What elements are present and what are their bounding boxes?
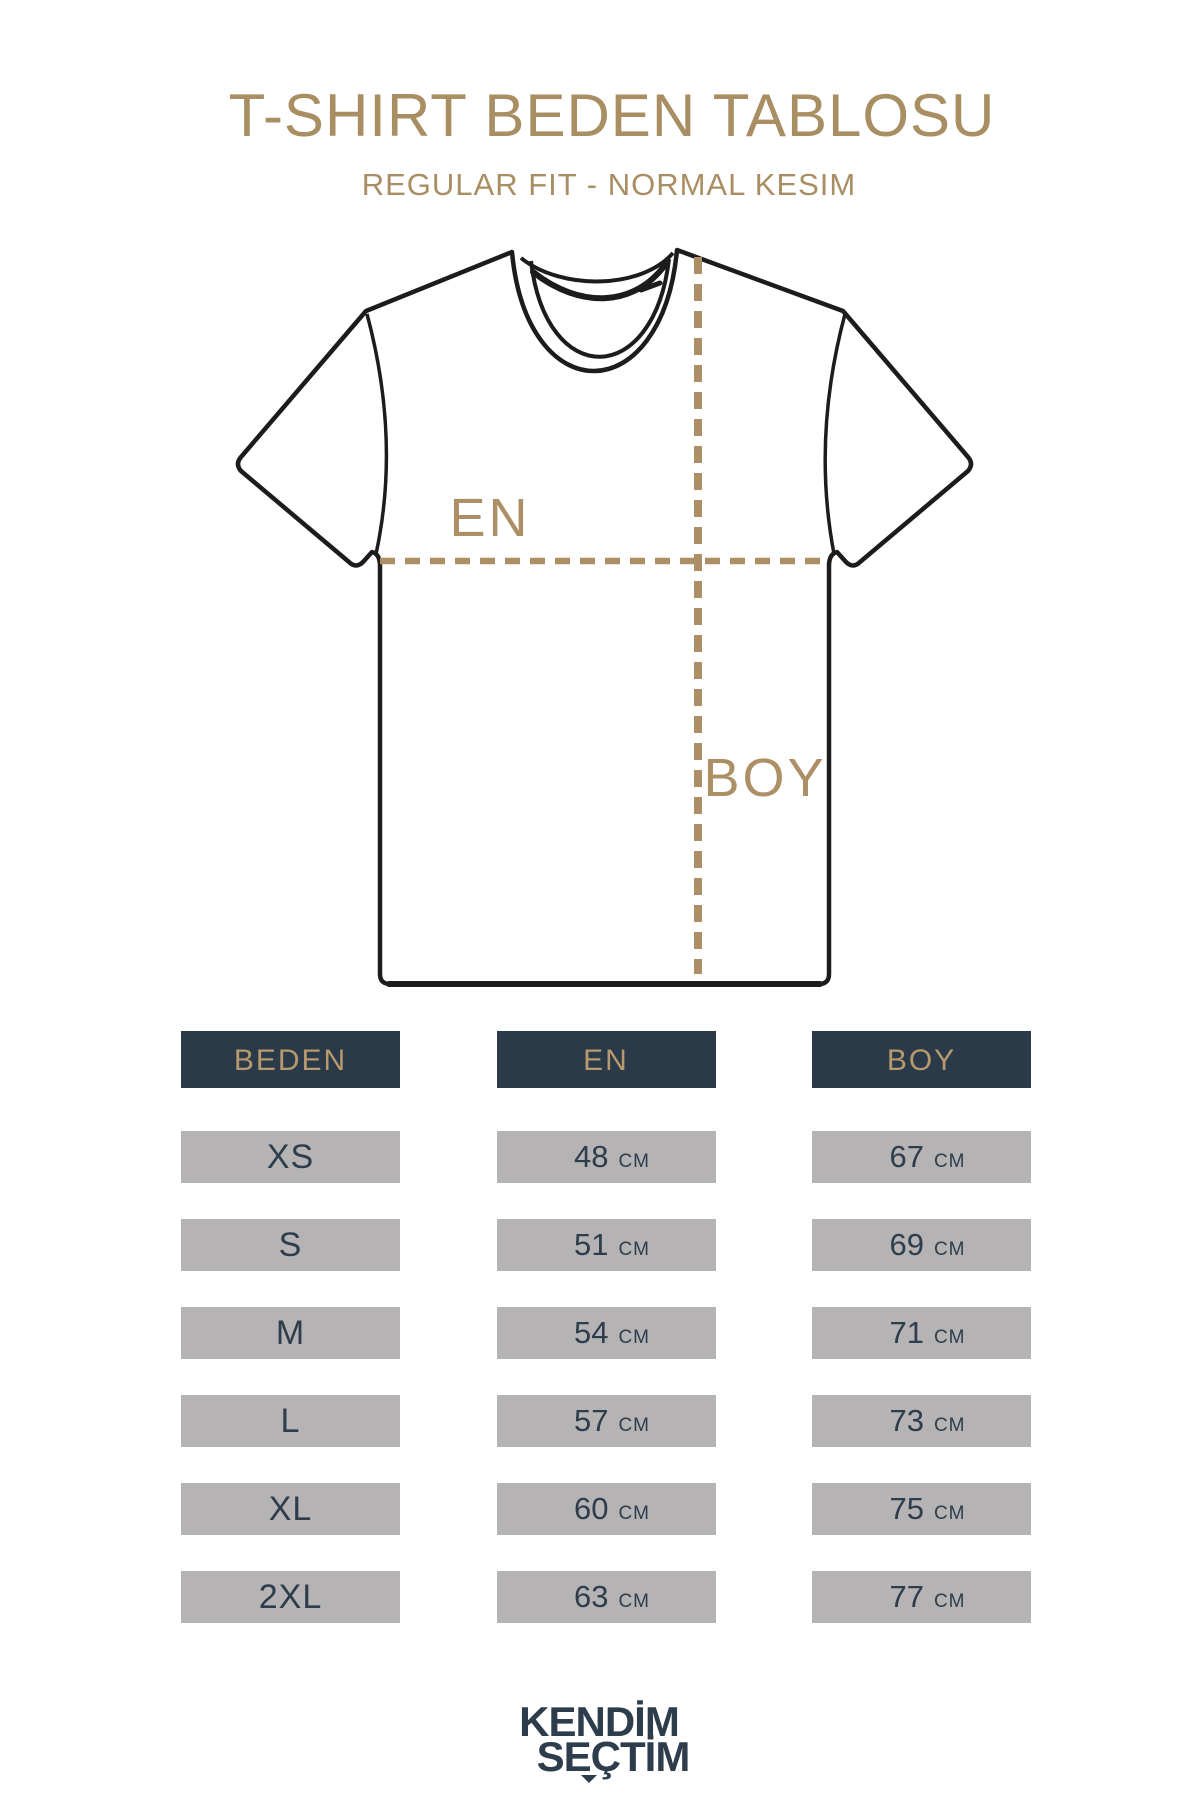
en-value: 54	[573, 1315, 609, 1350]
unit-label: CM	[618, 1151, 651, 1172]
unit-label: CM	[933, 1151, 966, 1172]
unit-label: CM	[933, 1327, 966, 1348]
table-row: S 51 CM 69 CM	[181, 1219, 1031, 1271]
unit-label: CM	[618, 1591, 651, 1612]
brand-line2: SEÇTİM	[536, 1733, 691, 1780]
width-measure-label: EN	[449, 488, 531, 548]
table-header-row: BEDEN EN BOY	[181, 1031, 1031, 1088]
en-value-cell: 51 CM	[496, 1219, 716, 1271]
boy-value-cell: 69 CM	[812, 1219, 1031, 1271]
inner-collar-line	[530, 262, 668, 302]
boy-value-cell: 75 CM	[812, 1483, 1031, 1535]
header-beden: BEDEN	[181, 1031, 400, 1088]
size-cell: L	[181, 1395, 400, 1447]
unit-label: CM	[933, 1239, 966, 1260]
en-value: 51	[573, 1227, 609, 1262]
unit-label: CM	[618, 1415, 651, 1436]
en-value: 60	[573, 1491, 609, 1526]
header-en: EN	[496, 1031, 716, 1088]
unit-label: CM	[933, 1415, 966, 1436]
brand-triangle-icon	[581, 1775, 597, 1783]
boy-value: 75	[889, 1491, 924, 1526]
en-value: 63	[573, 1579, 609, 1614]
brand-line1: KENDİM	[519, 1698, 680, 1745]
brand-logo: KENDİM SEÇTİM	[0, 1698, 1200, 1783]
tshirt-diagram	[235, 247, 974, 987]
back-collar-line	[519, 251, 675, 284]
table-row: L 57 CM 73 CM	[181, 1395, 1031, 1447]
header-boy: BOY	[812, 1031, 1031, 1088]
unit-label: CM	[618, 1239, 651, 1260]
length-measure-label: BOY	[703, 748, 827, 808]
size-cell: XS	[181, 1131, 400, 1183]
collar-tag-line	[638, 280, 663, 293]
unit-label: CM	[618, 1503, 651, 1524]
left-armhole-seam	[365, 313, 389, 555]
page-title: T-SHIRT BEDEN TABLOSU	[228, 82, 996, 149]
size-cell: 2XL	[181, 1571, 400, 1623]
table-row: XS 48 CM 67 CM	[181, 1131, 1031, 1183]
table-row: M 54 CM 71 CM	[181, 1307, 1031, 1359]
boy-value-cell: 67 CM	[812, 1131, 1031, 1183]
tshirt-outline-path	[235, 247, 974, 987]
boy-value: 73	[889, 1403, 924, 1438]
boy-value: 71	[889, 1315, 924, 1350]
en-value-cell: 54 CM	[496, 1307, 716, 1359]
boy-value: 69	[889, 1227, 924, 1262]
right-armhole-seam	[823, 313, 847, 555]
en-value-cell: 60 CM	[496, 1483, 716, 1535]
size-table: BEDEN EN BOY XS 48 CM 67 CM S 51 CM 69 CM M 54 CM 71 C…	[181, 1031, 1031, 1659]
en-value-cell: 63 CM	[496, 1571, 716, 1623]
size-cell: XL	[181, 1483, 400, 1535]
en-value-cell: 48 CM	[496, 1131, 716, 1183]
size-cell: M	[181, 1307, 400, 1359]
boy-value-cell: 77 CM	[812, 1571, 1031, 1623]
boy-value-cell: 71 CM	[812, 1307, 1031, 1359]
page-subtitle: REGULAR FIT - NORMAL KESIM	[361, 167, 857, 202]
boy-value-cell: 73 CM	[812, 1395, 1031, 1447]
table-row: 2XL 63 CM 77 CM	[181, 1571, 1031, 1623]
unit-label: CM	[933, 1503, 966, 1524]
en-value: 57	[573, 1403, 609, 1438]
unit-label: CM	[618, 1327, 651, 1348]
boy-value: 67	[889, 1139, 924, 1174]
collar-rib-line	[529, 258, 671, 359]
table-body: XS 48 CM 67 CM S 51 CM 69 CM M 54 CM 71 CM L 57 CM 73 CM XL 6…	[181, 1131, 1031, 1623]
size-cell: S	[181, 1219, 400, 1271]
en-value: 48	[573, 1139, 609, 1174]
en-value-cell: 57 CM	[496, 1395, 716, 1447]
boy-value: 77	[889, 1579, 924, 1614]
unit-label: CM	[933, 1591, 966, 1612]
table-row: XL 60 CM 75 CM	[181, 1483, 1031, 1535]
